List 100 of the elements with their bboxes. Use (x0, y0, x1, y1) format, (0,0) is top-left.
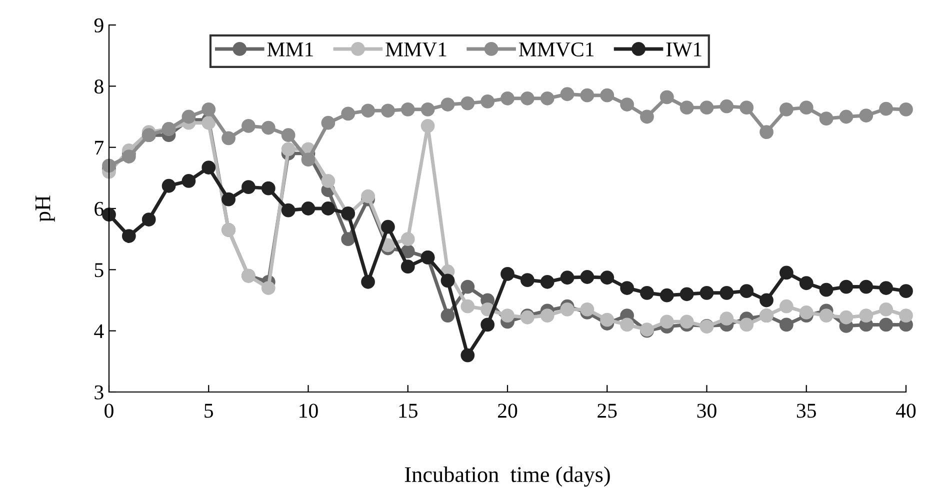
point (261, 181, 276, 196)
y-tick-label: 3 (94, 385, 104, 400)
x-tick-label: 0 (104, 404, 114, 418)
point (381, 220, 395, 234)
point (620, 318, 634, 332)
point (680, 287, 694, 302)
point (700, 100, 714, 115)
point (480, 94, 495, 108)
point (540, 91, 554, 106)
x-axis-title: Incubation time (days) (404, 466, 610, 487)
x-tick-label: 15 (399, 404, 418, 418)
point (600, 88, 614, 102)
point (540, 274, 554, 289)
point (799, 306, 814, 320)
point (361, 274, 375, 289)
point (420, 118, 435, 133)
x-tick-label: 5 (204, 404, 214, 418)
point (460, 280, 475, 294)
point (460, 348, 475, 362)
point (899, 284, 913, 298)
point (560, 270, 574, 285)
y-tick-label: 7 (95, 140, 104, 155)
point (400, 102, 415, 116)
point (400, 260, 415, 274)
point (281, 142, 296, 156)
point (620, 98, 634, 112)
point (720, 99, 734, 114)
point (381, 104, 395, 118)
y-tick-label: 5 (94, 263, 104, 278)
x-tick-label: 30 (697, 404, 716, 418)
point (700, 286, 714, 300)
point (780, 318, 794, 332)
point (480, 318, 495, 332)
y-tick-label: 9 (94, 18, 104, 32)
point (879, 318, 894, 332)
legend-label: MMVC1 (518, 42, 594, 57)
point (899, 308, 913, 322)
point (839, 280, 854, 294)
point (500, 91, 514, 106)
point (202, 102, 216, 116)
point (420, 102, 435, 116)
point (341, 106, 356, 121)
point (580, 302, 594, 316)
point (142, 212, 156, 226)
point (261, 120, 276, 135)
point (122, 229, 136, 243)
point (182, 110, 196, 124)
point (242, 180, 256, 194)
point (301, 152, 316, 167)
point (760, 125, 774, 139)
point (740, 318, 754, 332)
point (341, 232, 356, 246)
point (500, 308, 514, 322)
point (540, 308, 554, 322)
point (321, 202, 336, 216)
point (440, 308, 455, 322)
x-tick-label: 10 (300, 404, 318, 418)
point (780, 102, 794, 116)
point (281, 128, 296, 142)
point (440, 274, 455, 288)
point (321, 174, 336, 188)
point (182, 174, 196, 188)
point (780, 299, 794, 314)
point (720, 312, 734, 326)
point (760, 293, 774, 308)
point (460, 96, 475, 110)
legend-label: MM1 (267, 42, 313, 56)
point (879, 281, 894, 295)
point (580, 270, 594, 284)
point (899, 102, 913, 116)
point (102, 158, 116, 173)
point (620, 281, 634, 295)
point (680, 314, 694, 329)
point (560, 87, 574, 102)
point (460, 299, 475, 314)
point (261, 281, 276, 295)
point (361, 189, 375, 204)
y-tick-label: 4 (94, 324, 104, 338)
point (740, 100, 754, 115)
point (780, 266, 794, 280)
point (440, 98, 455, 112)
point (321, 116, 336, 130)
point (400, 232, 415, 246)
point (839, 110, 854, 124)
point (819, 308, 834, 322)
point (520, 91, 534, 106)
y-axis-title: pH (36, 196, 55, 222)
legend-label: MMV1 (386, 42, 446, 57)
point (580, 88, 594, 102)
point (799, 276, 814, 290)
point (242, 118, 256, 133)
point (640, 286, 654, 300)
point (222, 131, 236, 146)
point (839, 310, 854, 324)
point (660, 314, 674, 329)
point (222, 192, 236, 206)
point (879, 102, 894, 116)
x-tick-label: 35 (796, 404, 816, 418)
x-tick-label: 25 (598, 404, 617, 418)
point (859, 308, 874, 322)
